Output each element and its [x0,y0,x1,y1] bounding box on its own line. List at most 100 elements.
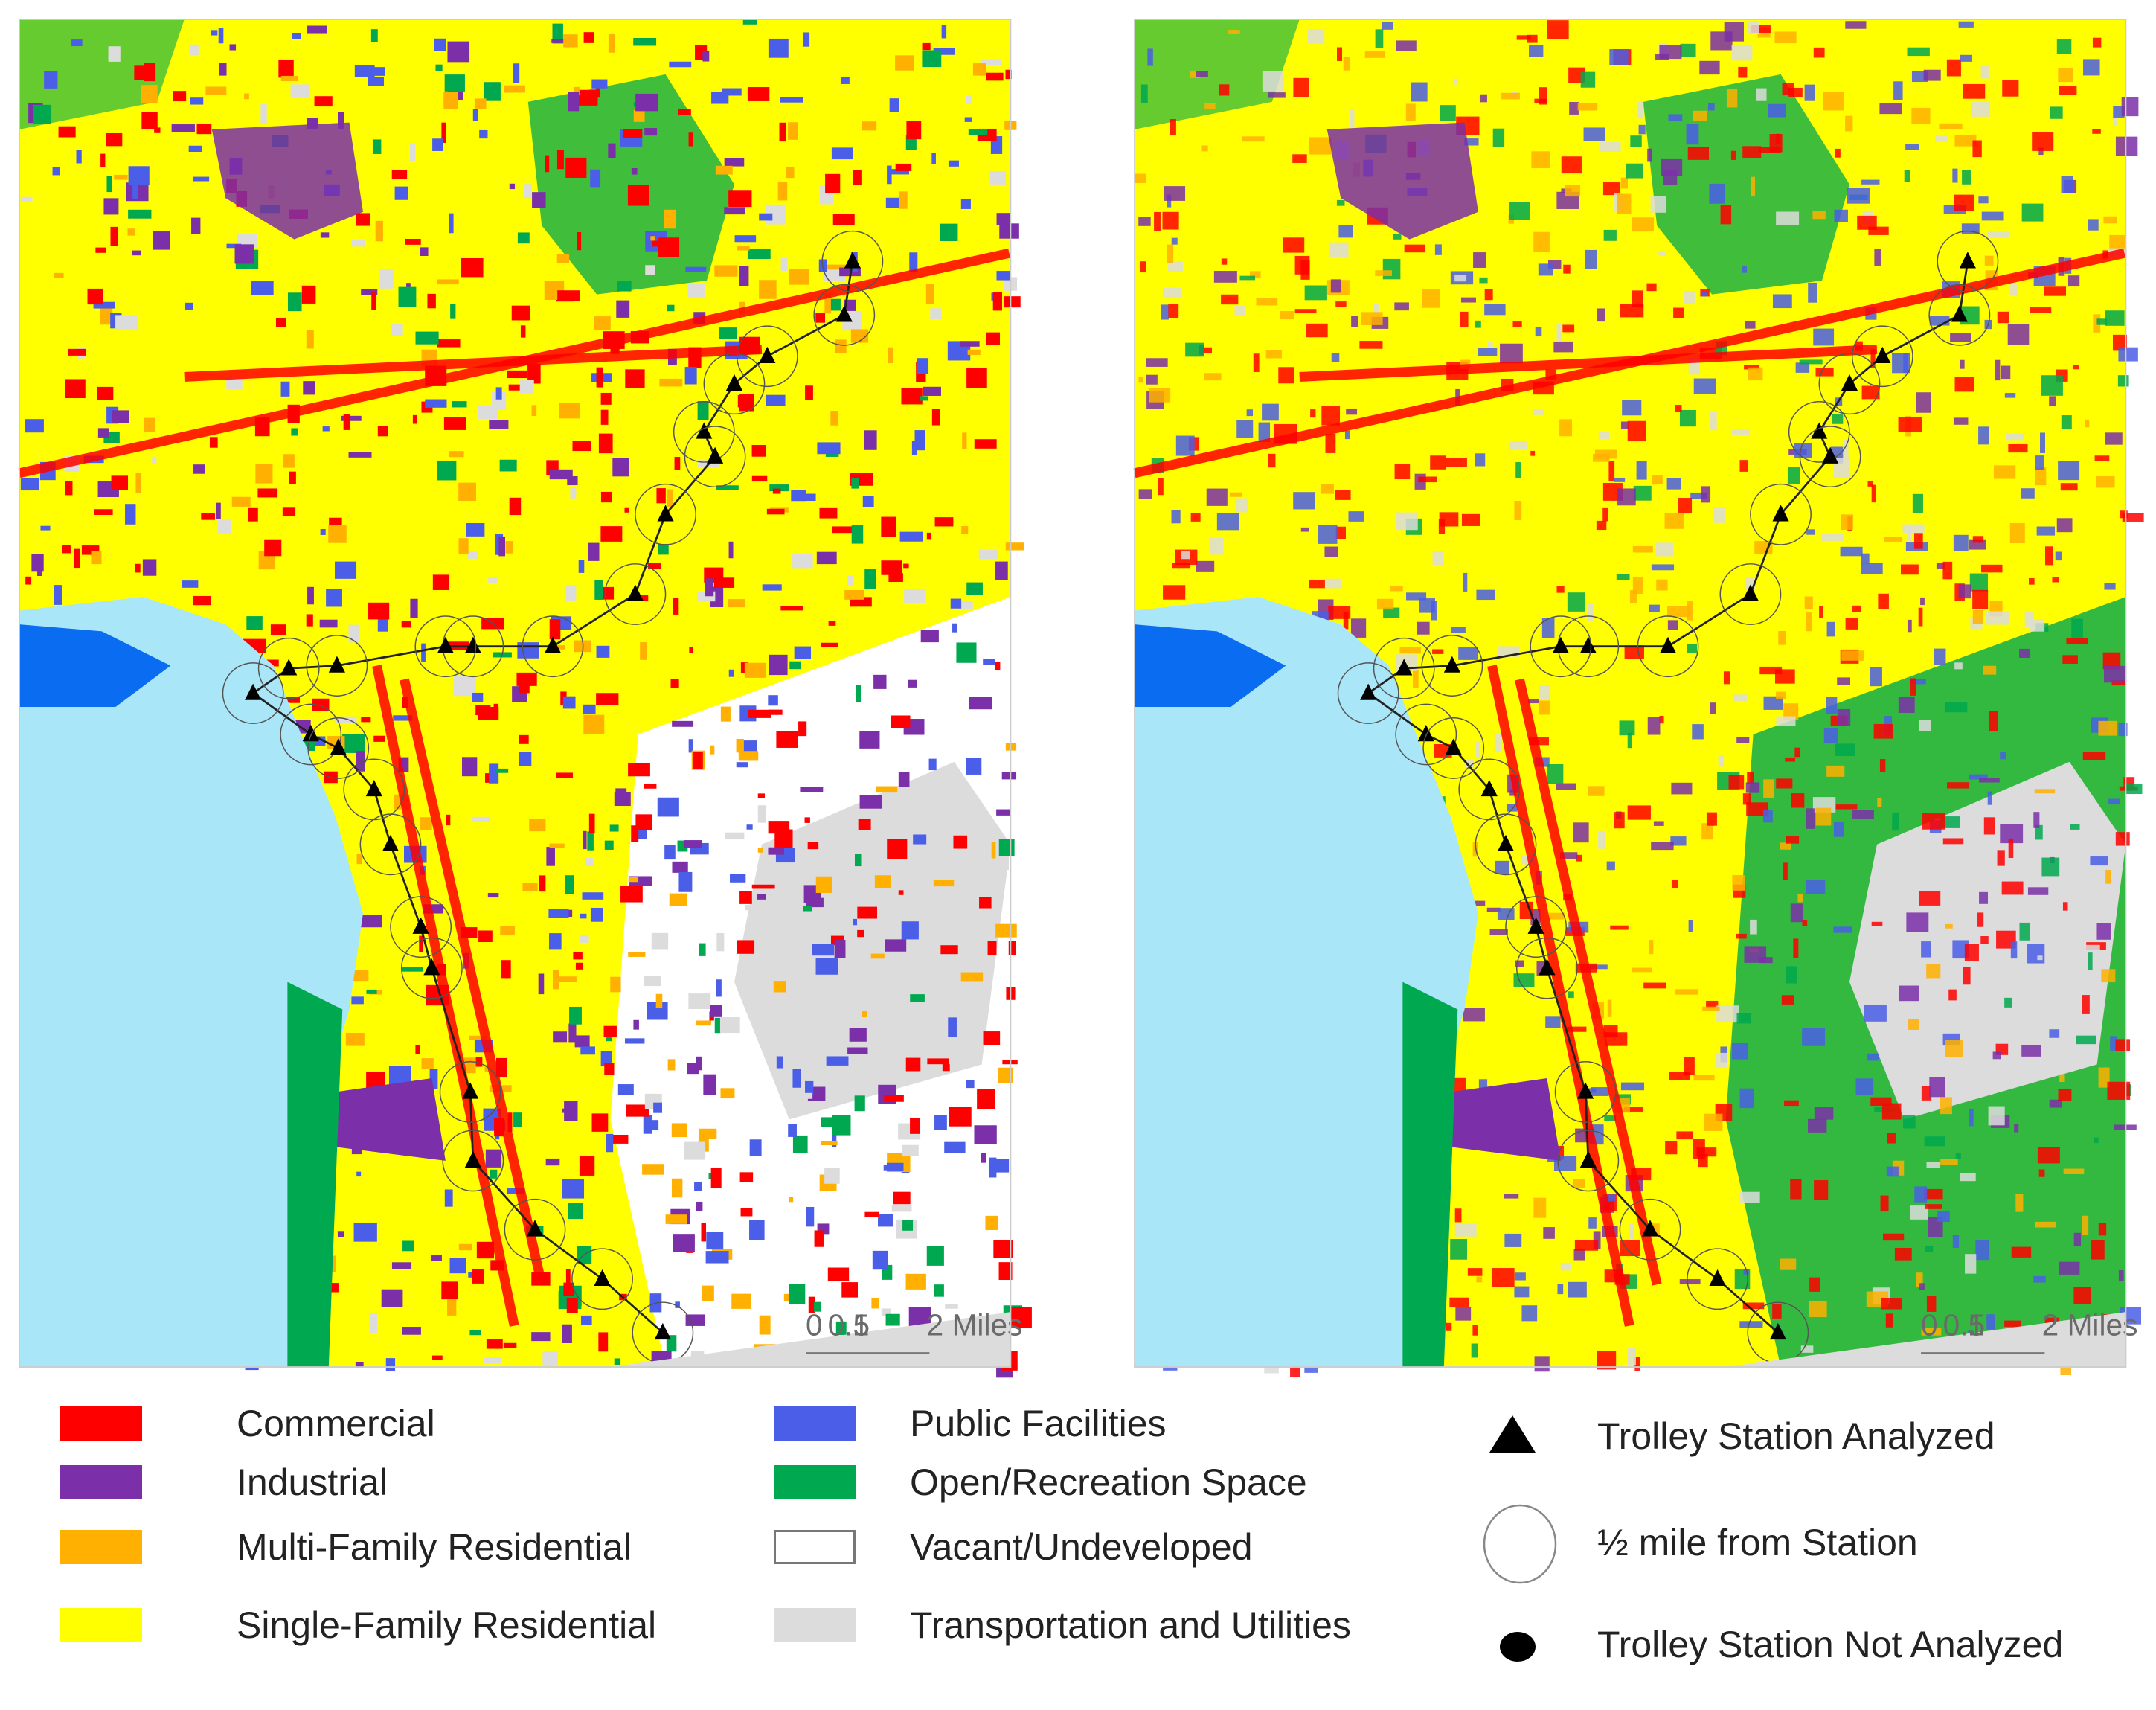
legend-swatch [60,1608,142,1642]
parcel [509,497,522,516]
commercial-corridor [400,678,547,1286]
parcel [1756,88,1767,101]
parcel [609,824,619,832]
parcel [996,271,1010,281]
parcel [857,906,877,919]
parcel [1531,151,1550,169]
parcel [469,1330,481,1336]
parcel [548,909,569,918]
parcel [2073,1232,2082,1246]
parcel [1196,71,1208,77]
parcel [519,379,534,394]
parcel [1549,912,1565,920]
parcel [1684,1057,1695,1075]
parcel [369,1313,378,1333]
parcel [1636,461,1647,480]
parcel [1878,593,1889,609]
parcel [1005,69,1012,80]
parcel [447,41,470,63]
parcel [1864,1005,1887,1022]
parcel [1527,699,1539,704]
parcel [768,847,785,855]
parcel [812,944,835,956]
station-buffer [522,615,584,678]
parcel [1701,486,1711,503]
parcel [542,1351,558,1366]
parcel [1556,783,1576,790]
station-buffer [359,813,422,876]
parcel [1867,481,1873,487]
parcel [881,516,896,537]
parcel [644,784,657,789]
parcel [703,1074,716,1095]
parcel [292,33,301,39]
parcel [517,232,530,244]
parcel [1449,1297,1469,1307]
parcel [1538,263,1553,276]
parcel [989,170,1007,185]
parcel [901,921,919,940]
parcel [1190,71,1201,78]
parcel [403,293,411,298]
parcel [1675,989,1699,995]
parcel [106,132,123,147]
parcel [922,50,942,68]
parcel [353,1222,377,1242]
parcel [779,122,786,142]
parcel [345,1032,365,1046]
parcel [485,773,493,783]
parcel [1668,114,1683,121]
parcel [981,1153,986,1163]
parcel [747,87,770,101]
parcel [44,71,58,89]
station [1742,584,1759,601]
parcel [1861,553,1870,564]
parcel [956,642,977,663]
parcel [590,907,603,922]
parcel [569,1006,582,1025]
parcel [1338,225,1353,238]
parcel [800,493,816,502]
parcel [1948,989,1957,1001]
parcel [556,150,564,170]
parcel [1005,542,1024,551]
parcel [1292,154,1307,163]
parcel [1808,282,1817,303]
parcel [776,731,798,748]
parcel [2076,1035,2096,1045]
parcel [368,602,390,620]
station [464,1150,481,1168]
parcel [1629,1223,1634,1239]
parcel [37,567,42,577]
parcel [933,880,955,887]
parcel [1910,679,1926,685]
parcel [1715,1052,1727,1069]
parcel [817,442,841,455]
parcel [656,488,666,504]
parcel [1620,177,1628,189]
parcel [1744,365,1760,370]
parcel [1539,685,1550,700]
parcel [588,813,595,833]
parcel [989,1157,997,1178]
parcel [734,235,757,243]
parcel [546,847,555,866]
parcel [2096,923,2111,940]
parcel [1445,458,1467,467]
parcel [320,529,326,535]
parcel [714,1017,721,1034]
parcel [2052,577,2059,583]
parcel [401,621,411,628]
parcel [2006,433,2024,441]
station [1951,305,1968,322]
parcel [1140,261,1146,273]
parcel [1394,464,1411,480]
parcel [236,234,257,248]
parcel [1643,982,1666,989]
parcel [1903,1115,1916,1129]
station [844,252,861,269]
station [1579,636,1597,653]
parcel [2019,648,2030,658]
parcel [1651,842,1674,851]
parcel [1659,715,1664,724]
